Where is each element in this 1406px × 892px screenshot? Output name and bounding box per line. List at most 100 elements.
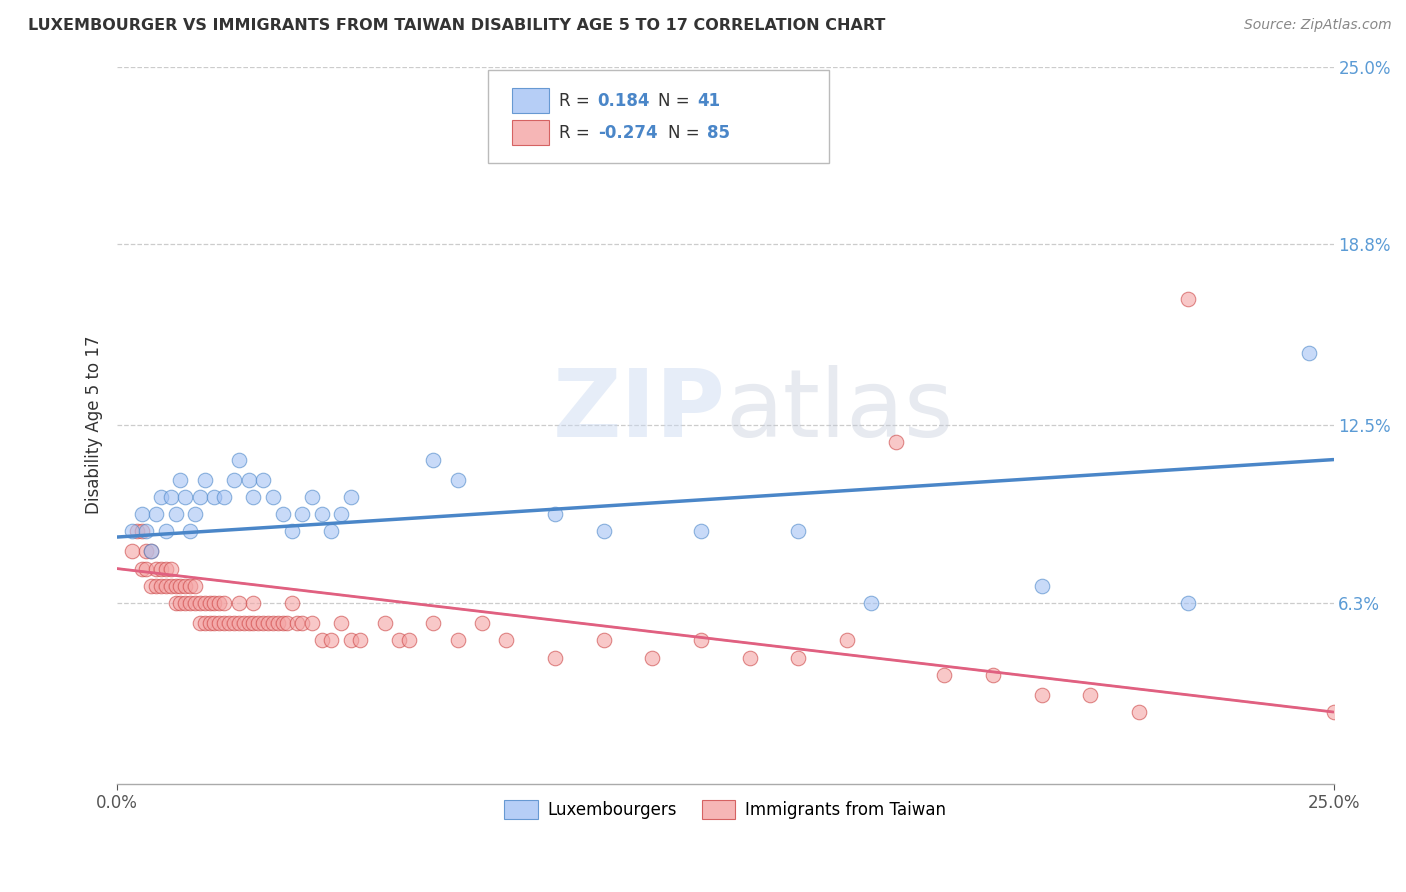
Point xyxy=(212,490,235,504)
Point xyxy=(247,616,270,631)
Point xyxy=(291,507,314,521)
Point xyxy=(212,596,235,610)
Point xyxy=(271,616,294,631)
Point xyxy=(149,579,172,593)
Point xyxy=(738,650,761,665)
Point xyxy=(179,524,201,539)
Point xyxy=(276,616,298,631)
Point xyxy=(174,596,197,610)
Point xyxy=(169,596,191,610)
Text: R =: R = xyxy=(558,92,595,110)
Point xyxy=(121,544,143,558)
Point xyxy=(238,616,260,631)
Point xyxy=(194,473,217,487)
Point xyxy=(1177,596,1199,610)
Point xyxy=(194,596,217,610)
Point xyxy=(212,616,235,631)
Point xyxy=(184,507,207,521)
Point xyxy=(422,452,444,467)
Point xyxy=(281,596,304,610)
Point xyxy=(188,596,211,610)
Point xyxy=(267,616,290,631)
FancyBboxPatch shape xyxy=(513,120,548,145)
Point xyxy=(592,524,614,539)
Point xyxy=(311,633,333,648)
Point xyxy=(330,616,353,631)
Point xyxy=(422,616,444,631)
Point xyxy=(135,561,157,575)
Text: 0.184: 0.184 xyxy=(598,92,650,110)
Text: R =: R = xyxy=(558,124,595,143)
Legend: Luxembourgers, Immigrants from Taiwan: Luxembourgers, Immigrants from Taiwan xyxy=(498,793,953,826)
Text: LUXEMBOURGER VS IMMIGRANTS FROM TAIWAN DISABILITY AGE 5 TO 17 CORRELATION CHART: LUXEMBOURGER VS IMMIGRANTS FROM TAIWAN D… xyxy=(28,18,886,33)
Text: 85: 85 xyxy=(707,124,730,143)
Point xyxy=(1128,705,1150,719)
FancyBboxPatch shape xyxy=(488,70,828,163)
Point xyxy=(131,561,153,575)
Point xyxy=(787,524,810,539)
Point xyxy=(228,616,250,631)
Point xyxy=(374,616,396,631)
Point xyxy=(208,596,231,610)
Point xyxy=(787,650,810,665)
Point xyxy=(204,616,226,631)
Point xyxy=(1298,346,1320,360)
Point xyxy=(222,473,245,487)
Point xyxy=(641,650,664,665)
Point xyxy=(222,616,245,631)
Point xyxy=(145,561,167,575)
Point xyxy=(281,524,304,539)
Point xyxy=(447,633,470,648)
Point xyxy=(204,596,226,610)
Y-axis label: Disability Age 5 to 17: Disability Age 5 to 17 xyxy=(86,336,103,515)
Point xyxy=(155,524,177,539)
Point xyxy=(135,524,157,539)
Point xyxy=(1177,292,1199,306)
Text: 41: 41 xyxy=(697,92,720,110)
Text: ZIP: ZIP xyxy=(553,365,725,457)
Point xyxy=(169,579,191,593)
Point xyxy=(1322,705,1344,719)
Point xyxy=(198,596,221,610)
Point xyxy=(471,616,494,631)
Point xyxy=(447,473,470,487)
Point xyxy=(934,667,956,681)
Point xyxy=(339,633,361,648)
Point xyxy=(252,616,274,631)
Point xyxy=(179,596,201,610)
Point xyxy=(179,579,201,593)
Point xyxy=(238,473,260,487)
Point xyxy=(495,633,517,648)
Point xyxy=(169,473,191,487)
Point xyxy=(301,616,323,631)
Point xyxy=(339,490,361,504)
Point xyxy=(149,490,172,504)
Point xyxy=(330,507,353,521)
Point xyxy=(174,490,197,504)
Point xyxy=(159,561,181,575)
Point xyxy=(135,544,157,558)
Point xyxy=(145,579,167,593)
Point xyxy=(321,524,343,539)
Point xyxy=(165,596,187,610)
Point xyxy=(242,616,264,631)
Point xyxy=(188,490,211,504)
Point xyxy=(155,561,177,575)
Point xyxy=(242,596,264,610)
Point xyxy=(262,616,284,631)
Point xyxy=(544,507,567,521)
Point xyxy=(690,633,713,648)
Point xyxy=(121,524,143,539)
Point xyxy=(242,490,264,504)
Text: Source: ZipAtlas.com: Source: ZipAtlas.com xyxy=(1244,18,1392,32)
Point xyxy=(145,507,167,521)
Point xyxy=(860,596,883,610)
FancyBboxPatch shape xyxy=(513,88,548,113)
Point xyxy=(131,507,153,521)
Point xyxy=(311,507,333,521)
Point xyxy=(592,633,614,648)
Point xyxy=(165,507,187,521)
Point xyxy=(141,544,163,558)
Point xyxy=(208,616,231,631)
Point xyxy=(301,490,323,504)
